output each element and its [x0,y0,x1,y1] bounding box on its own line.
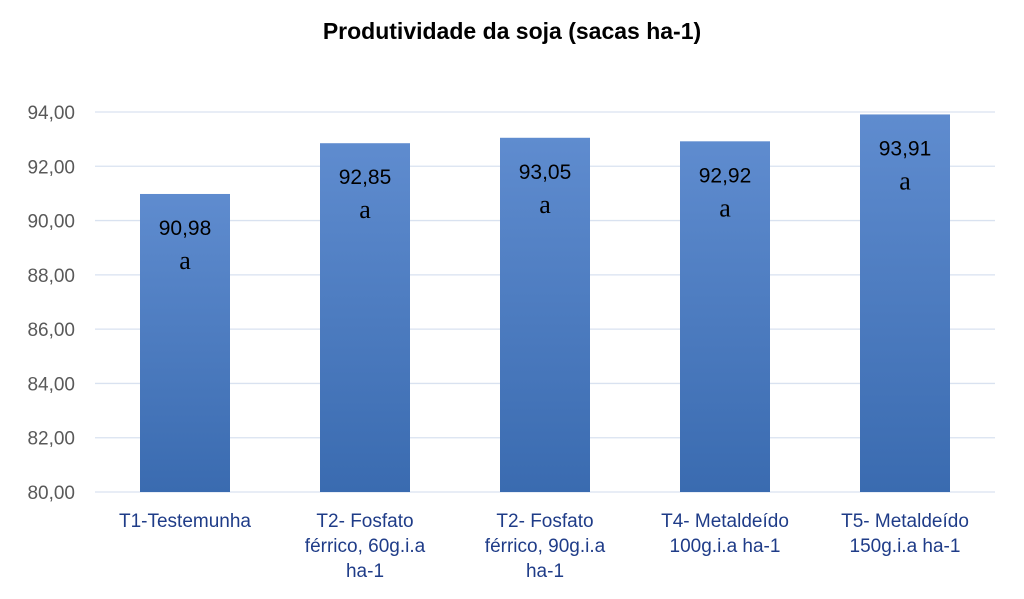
y-tick-label: 84,00 [27,374,75,395]
bars: 90,98 a 92,85 a 93,05 a 92,92 a 93,91 a [140,114,950,493]
bar [860,114,950,492]
data-label: 93,05 [519,161,572,184]
bar [140,193,230,492]
y-tick-label: 90,00 [27,212,75,233]
bar [680,141,770,493]
y-tick-label: 88,00 [27,266,75,287]
significance-letter: a [179,246,191,275]
bar [320,143,410,492]
category-label: T2- Fosfato férrico, 90g.i.a ha-1 [485,511,606,582]
y-tick-label: 80,00 [27,483,75,504]
data-label: 92,85 [339,166,392,189]
bar [500,137,590,493]
data-label: 93,91 [879,137,932,160]
category-label: T2- Fosfato férrico, 60g.i.a ha-1 [305,511,426,582]
data-label: 90,98 [159,217,212,240]
significance-letter: a [719,193,731,222]
data-label: 92,92 [699,164,752,187]
category-label: T4- Metaldeído 100g.i.a ha-1 [661,511,789,557]
y-tick-label: 86,00 [27,320,75,341]
significance-letter: a [359,195,371,224]
y-tick-label: 92,00 [27,157,75,178]
chart-title: Produtividade da soja (sacas ha-1) [322,18,702,44]
category-label: T1-Testemunha [119,511,251,532]
x-axis: T1-Testemunha T2- Fosfato férrico, 60g.i.a… [119,511,969,582]
significance-letter: a [539,190,551,219]
y-tick-label: 82,00 [27,429,75,450]
y-axis: 80,00 82,00 84,00 86,00 88,00 90,00 92,00 94,00 [27,103,75,504]
y-tick-label: 94,00 [27,103,75,124]
significance-letter: a [899,166,911,195]
category-label: T5- Metaldeído 150g.i.a ha-1 [841,511,969,557]
